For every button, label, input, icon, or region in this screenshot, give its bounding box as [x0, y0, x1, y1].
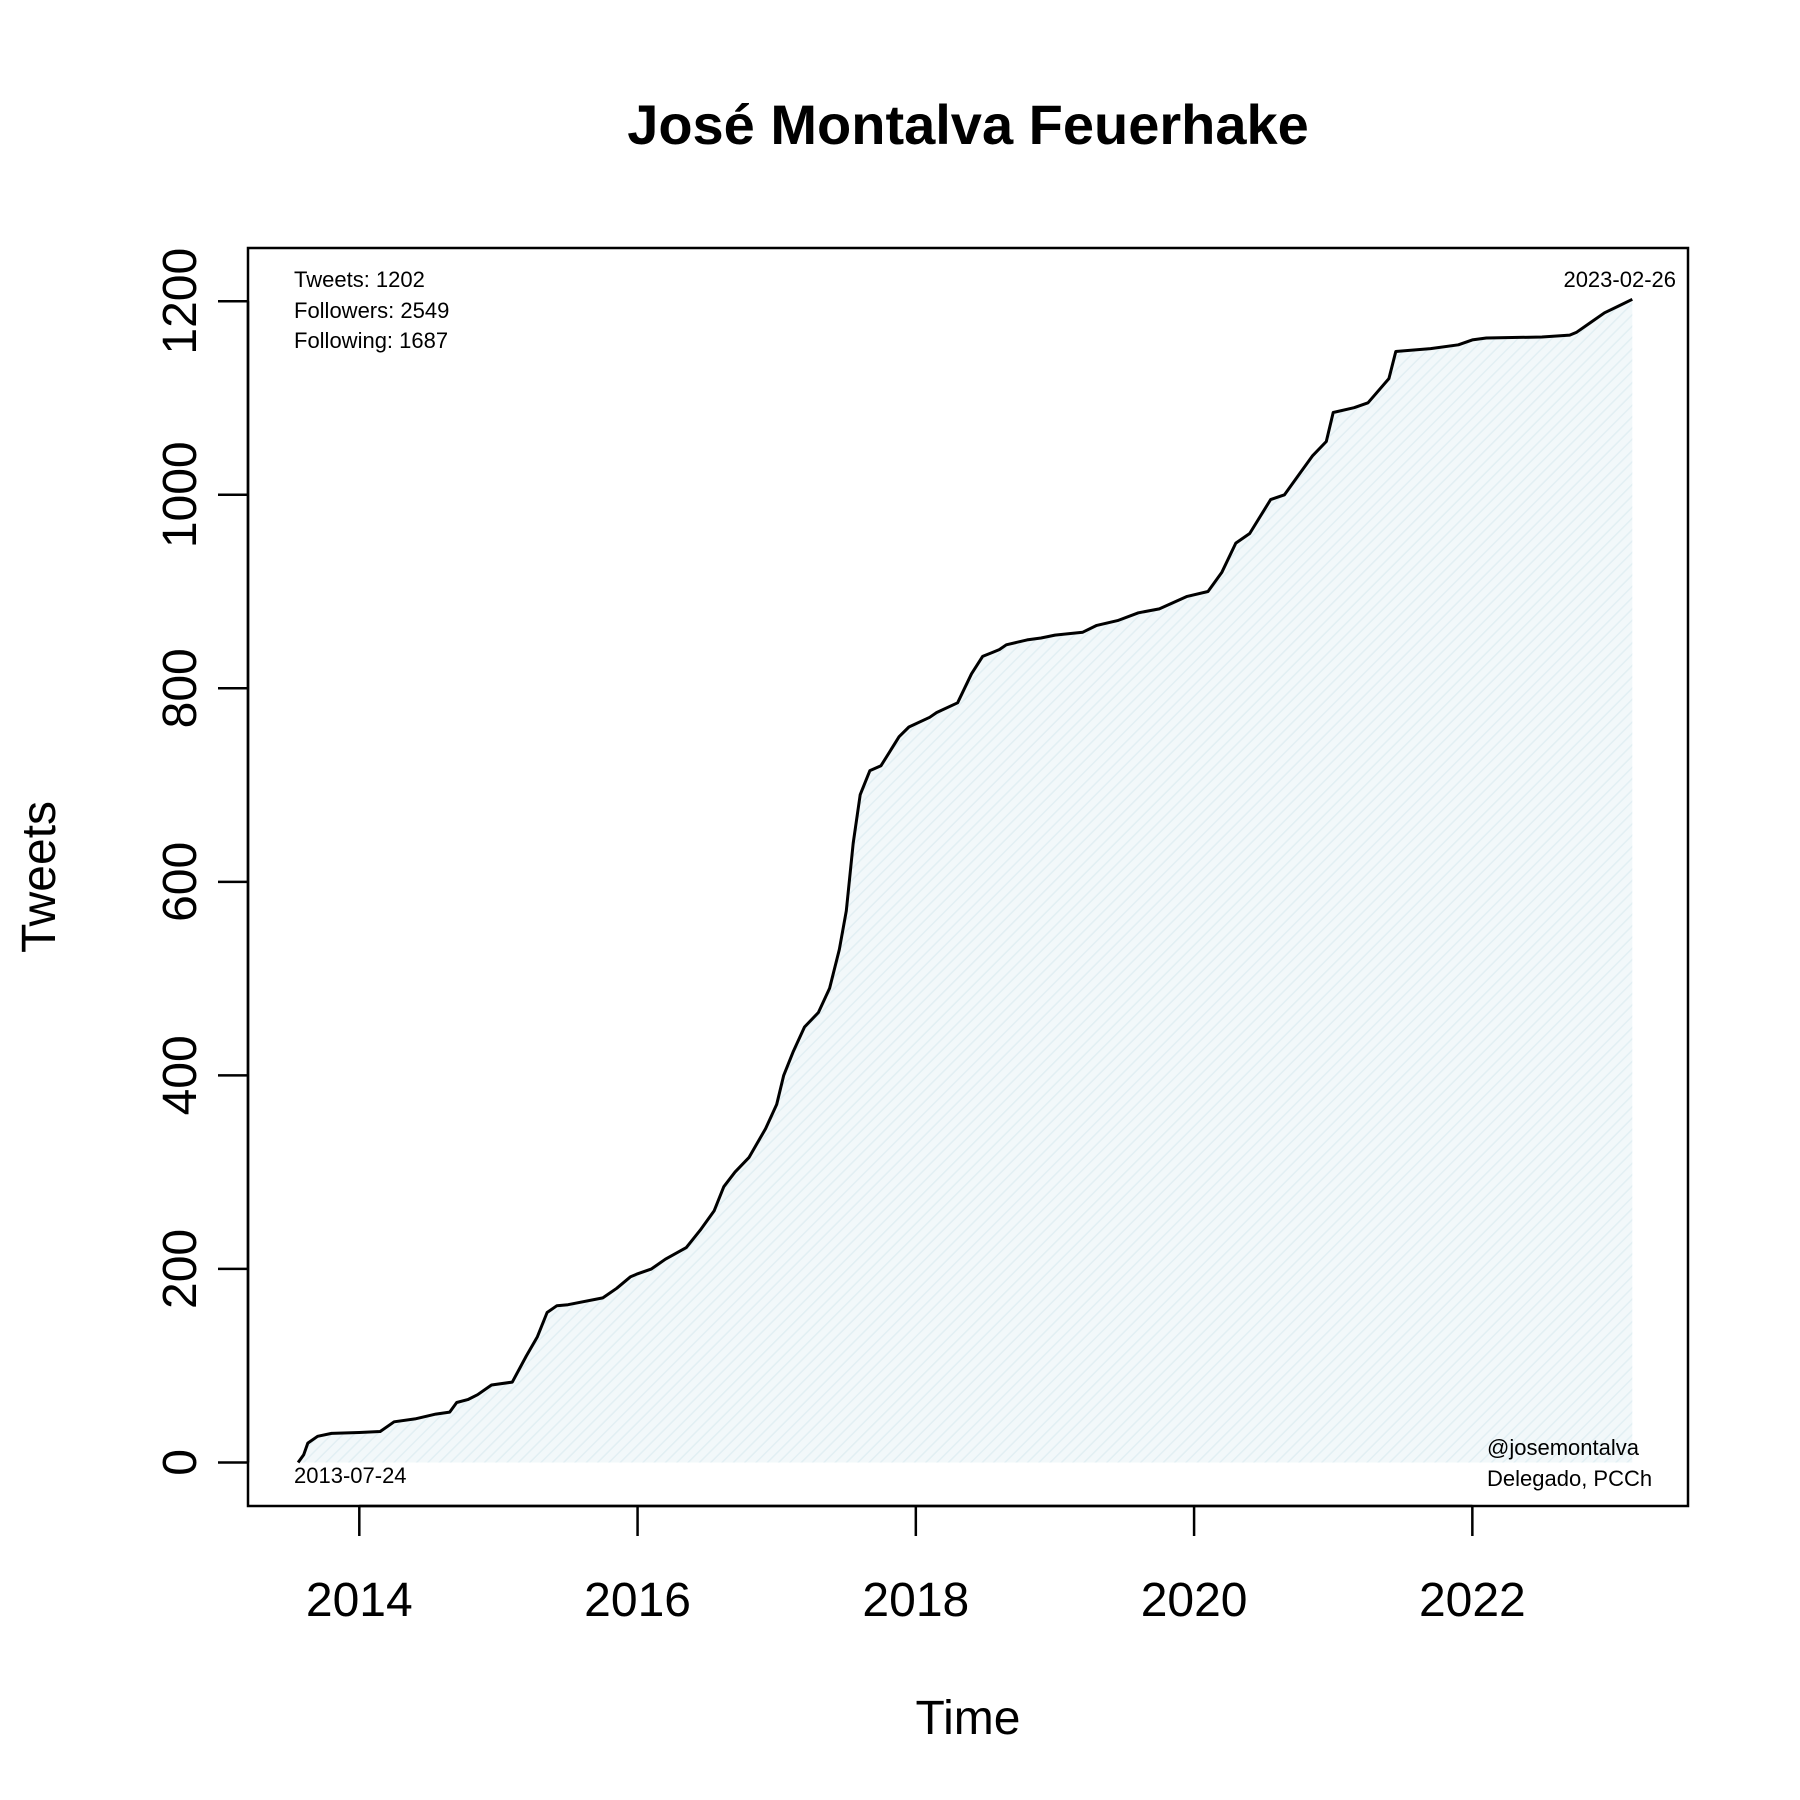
stat-tweets: Tweets: 1202: [294, 267, 425, 292]
y-tick-label: 600: [154, 842, 207, 922]
stat-following: Following: 1687: [294, 328, 448, 353]
handle-label: @josemontalva: [1487, 1435, 1640, 1460]
x-tick-label: 2018: [862, 1574, 969, 1627]
x-axis: 2014 2016 2018 2020 2022: [306, 1504, 1526, 1627]
y-tick-label: 1000: [154, 441, 207, 548]
y-tick-label: 400: [154, 1035, 207, 1115]
y-axis: 0 200 400 600 800 1000 1200: [154, 248, 250, 1476]
y-tick-label: 0: [154, 1449, 207, 1476]
series-area: [298, 299, 1633, 1463]
chart-title: José Montalva Feuerhake: [627, 93, 1309, 156]
x-tick-label: 2020: [1141, 1574, 1248, 1627]
stat-followers: Followers: 2549: [294, 298, 449, 323]
x-tick-label: 2014: [306, 1574, 413, 1627]
x-axis-label: Time: [916, 1692, 1021, 1745]
start-date-label: 2013-07-24: [294, 1463, 407, 1488]
y-axis-label: Tweets: [13, 801, 66, 953]
y-tick-label: 200: [154, 1229, 207, 1309]
x-tick-label: 2016: [584, 1574, 691, 1627]
line-layer: [296, 297, 1633, 1464]
stats-annotation: Tweets: 1202 Followers: 2549 Following: …: [294, 267, 449, 353]
area-layer: [298, 299, 1633, 1463]
y-tick-label: 1200: [154, 248, 207, 355]
y-tick-label: 800: [154, 648, 207, 728]
end-date-label: 2023-02-26: [1563, 267, 1676, 292]
series-line: [296, 297, 1633, 1464]
x-tick-label: 2022: [1419, 1574, 1526, 1627]
description-label: Delegado, PCCh: [1487, 1466, 1652, 1491]
